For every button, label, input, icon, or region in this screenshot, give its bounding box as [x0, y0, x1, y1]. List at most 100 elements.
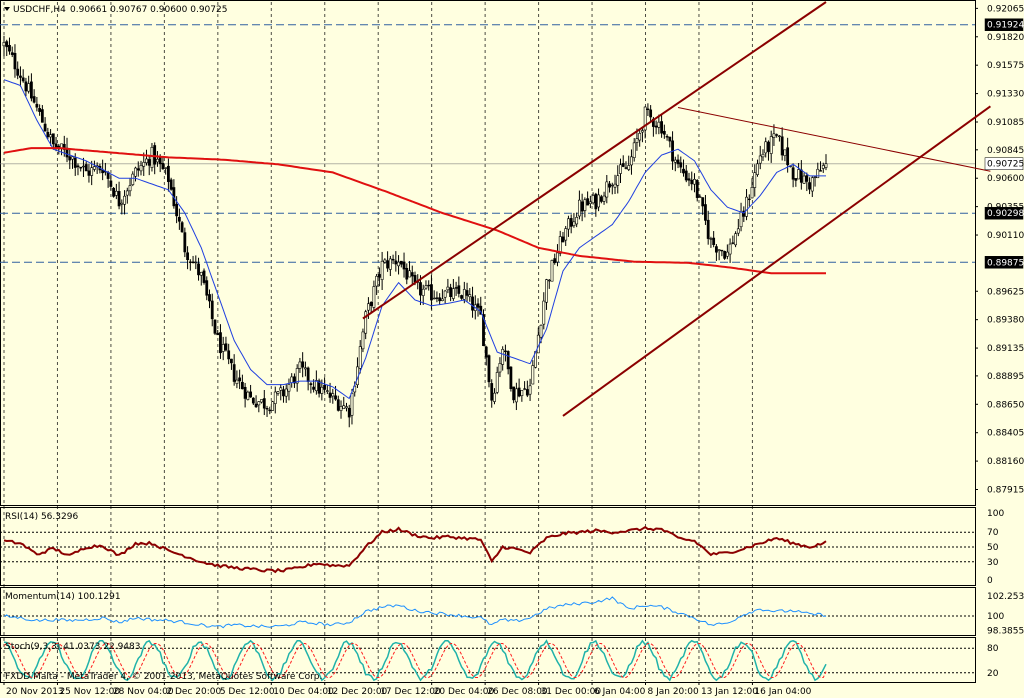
candle-body	[731, 242, 735, 244]
candle	[254, 395, 258, 408]
candle	[679, 156, 683, 173]
candle-body	[567, 218, 570, 230]
candle	[736, 219, 740, 237]
candle-body	[306, 367, 310, 382]
candle	[523, 381, 527, 391]
candle-body	[673, 159, 677, 163]
candle-body	[35, 103, 39, 108]
candle	[16, 61, 20, 80]
resistance-line[interactable]	[677, 107, 991, 172]
candle-body	[550, 260, 554, 282]
pane-frames	[0, 0, 976, 683]
candle-body	[372, 286, 376, 308]
price-axis-label: 0.90110	[987, 231, 1024, 241]
candle-body	[230, 358, 233, 364]
candle	[394, 251, 398, 272]
candle-body	[271, 401, 274, 411]
candle-body	[662, 130, 666, 135]
candle-body	[465, 290, 469, 296]
candle	[709, 236, 713, 248]
candle-body	[805, 175, 809, 182]
candle-body	[68, 156, 72, 161]
candle-body	[219, 332, 222, 354]
price-tag-label: 0.91924	[987, 21, 1024, 31]
candle	[714, 244, 718, 261]
candle-body	[377, 274, 381, 278]
candle-body	[276, 391, 280, 394]
stoch-axis-labels: 80 20	[987, 644, 999, 679]
candle	[630, 149, 633, 175]
candle	[364, 309, 368, 340]
candle-body	[386, 260, 390, 269]
candle-body	[816, 168, 820, 179]
candle	[150, 142, 154, 172]
candle-body	[556, 252, 559, 263]
candle-body	[336, 399, 340, 411]
candle-body	[260, 399, 263, 403]
candle	[501, 346, 505, 371]
candle-body	[408, 270, 411, 278]
price-tag-box	[984, 206, 1024, 220]
rsi-axis-label: 0	[987, 576, 993, 586]
candle-body	[605, 181, 609, 198]
price-axis-label: 0.88405	[987, 429, 1024, 439]
candle	[482, 309, 485, 347]
upper-channel[interactable]	[362, 1, 827, 320]
candle	[747, 194, 751, 207]
trend-channel-lines[interactable]	[362, 1, 991, 417]
candle	[43, 117, 47, 132]
candle-body	[577, 199, 581, 217]
candle	[309, 382, 313, 394]
footer-copyright: FXDD Malta - MetaTrader 4, © 2001-2013, …	[5, 672, 322, 682]
candle	[783, 149, 787, 162]
candle-body	[117, 191, 121, 207]
candle	[673, 156, 677, 172]
candle-body	[342, 405, 346, 409]
time-axis-label: 20 Dec 04:00	[434, 687, 495, 697]
price-axis-label: 0.88160	[987, 457, 1024, 467]
candle	[197, 257, 200, 281]
candle-body	[580, 201, 584, 212]
candle-body	[504, 350, 507, 352]
price-axis-label: 0.87915	[987, 486, 1024, 496]
time-axis-label: 12 Dec 20:00	[327, 687, 388, 697]
candle-body	[364, 311, 368, 334]
time-axis-label: 31 Dec 00:00	[541, 687, 602, 697]
candle	[654, 120, 658, 135]
rsi-axis-label: 70	[987, 528, 999, 538]
candle-body	[314, 380, 318, 392]
stoch-pane-frame[interactable]	[0, 637, 976, 683]
candle	[591, 192, 595, 205]
momentum-axis-label: 100	[987, 612, 1004, 622]
candle	[695, 179, 699, 202]
candle-body	[421, 288, 425, 296]
time-axis-label: 17 Dec 12:00	[380, 687, 441, 697]
price-axis-label: 0.89380	[987, 316, 1024, 326]
candle	[32, 89, 36, 104]
momentum-axis-labels: 102.2539 100 98.3855	[987, 592, 1024, 637]
candle-body	[216, 333, 220, 336]
candle	[375, 273, 379, 296]
candle	[772, 124, 776, 146]
candle	[561, 231, 565, 243]
price-pane-frame[interactable]	[0, 0, 976, 506]
current-price-tag: 0.90725	[984, 157, 1024, 170]
time-axis-label: 26 Dec 08:00	[487, 687, 548, 697]
candle	[632, 138, 636, 162]
candle	[693, 173, 696, 193]
candle	[687, 172, 691, 187]
candle-body	[397, 261, 400, 267]
level-price-tag: 0.90298	[984, 206, 1024, 220]
candle	[345, 402, 348, 412]
candle	[824, 154, 828, 171]
candle	[410, 265, 414, 285]
candle-body	[375, 275, 379, 287]
momentum-pane-frame[interactable]	[0, 587, 976, 636]
lower-channel[interactable]	[562, 105, 991, 417]
candle	[553, 253, 557, 265]
candle	[761, 149, 765, 162]
candle	[35, 96, 39, 112]
candle-body	[802, 175, 806, 184]
chevron-down-icon[interactable]	[4, 7, 10, 11]
